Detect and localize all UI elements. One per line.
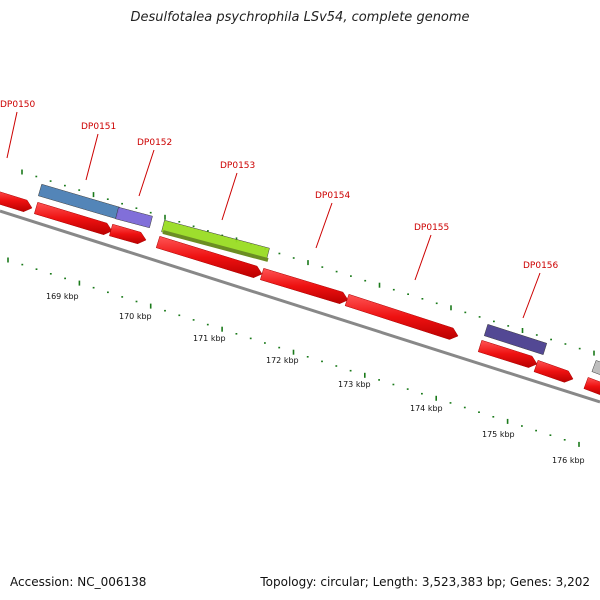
gene-label-dp0151: DP0151 [81,122,116,132]
gene-label-dp0156: DP0156 [523,261,559,271]
cds-dp0158-arrow [583,377,600,395]
cds-dp0150-arrow [0,191,33,212]
cds-dp0157-arrow [533,359,574,383]
map-title: Desulfotalea psychrophila LSv54, complet… [130,10,470,25]
leader-dp0156 [522,272,541,319]
cog-bar-dp0157 [591,360,600,375]
cds-features [0,191,600,395]
accession-text: Accession: NC_006138 [10,575,147,589]
cds-dp0151-arrow [33,201,113,235]
leader-dp0154 [315,202,333,249]
cds-dp0154-arrow [259,267,349,304]
kbp-label-170: 170 kbp [119,312,152,321]
cds-dp0155-arrow [344,293,459,340]
cog-features [37,183,600,375]
gene-label-dp0152: DP0152 [137,138,172,148]
leader-dp0153 [221,172,238,221]
position-ticks [7,169,595,447]
kbp-label-174: 174 kbp [410,404,443,413]
kbp-label-169: 169 kbp [46,292,79,301]
gene-label-dp0155: DP0155 [414,223,449,233]
cds-dp0153-arrow [155,235,263,278]
gene-label-dp0154: DP0154 [315,191,351,201]
leader-dp0152 [138,149,155,197]
kbp-label-175: 175 kbp [482,430,515,439]
cds-dp0156-arrow [477,339,538,368]
leader-dp0150 [6,111,18,159]
cog-bar-dp0156 [483,323,548,356]
genome-summary-text: Topology: circular; Length: 3,523,383 bp… [260,575,590,589]
gene-label-dp0153: DP0153 [220,161,255,171]
leader-dp0155 [414,234,432,281]
label-leaders [6,111,541,319]
kbp-label-176: 176 kbp [552,456,585,465]
cog-bar-shadow-dp0153 [162,230,269,262]
kbp-label-171: 171 kbp [193,334,226,343]
leader-dp0151 [85,133,99,181]
kbp-label-172: 172 kbp [266,356,299,365]
kbp-label-173: 173 kbp [338,380,371,389]
genome-backbone [0,209,600,404]
gene-label-dp0150: DP0150 [0,100,36,110]
cog-bar-dp0152 [115,206,153,229]
cds-dp0152-arrow [109,223,147,245]
